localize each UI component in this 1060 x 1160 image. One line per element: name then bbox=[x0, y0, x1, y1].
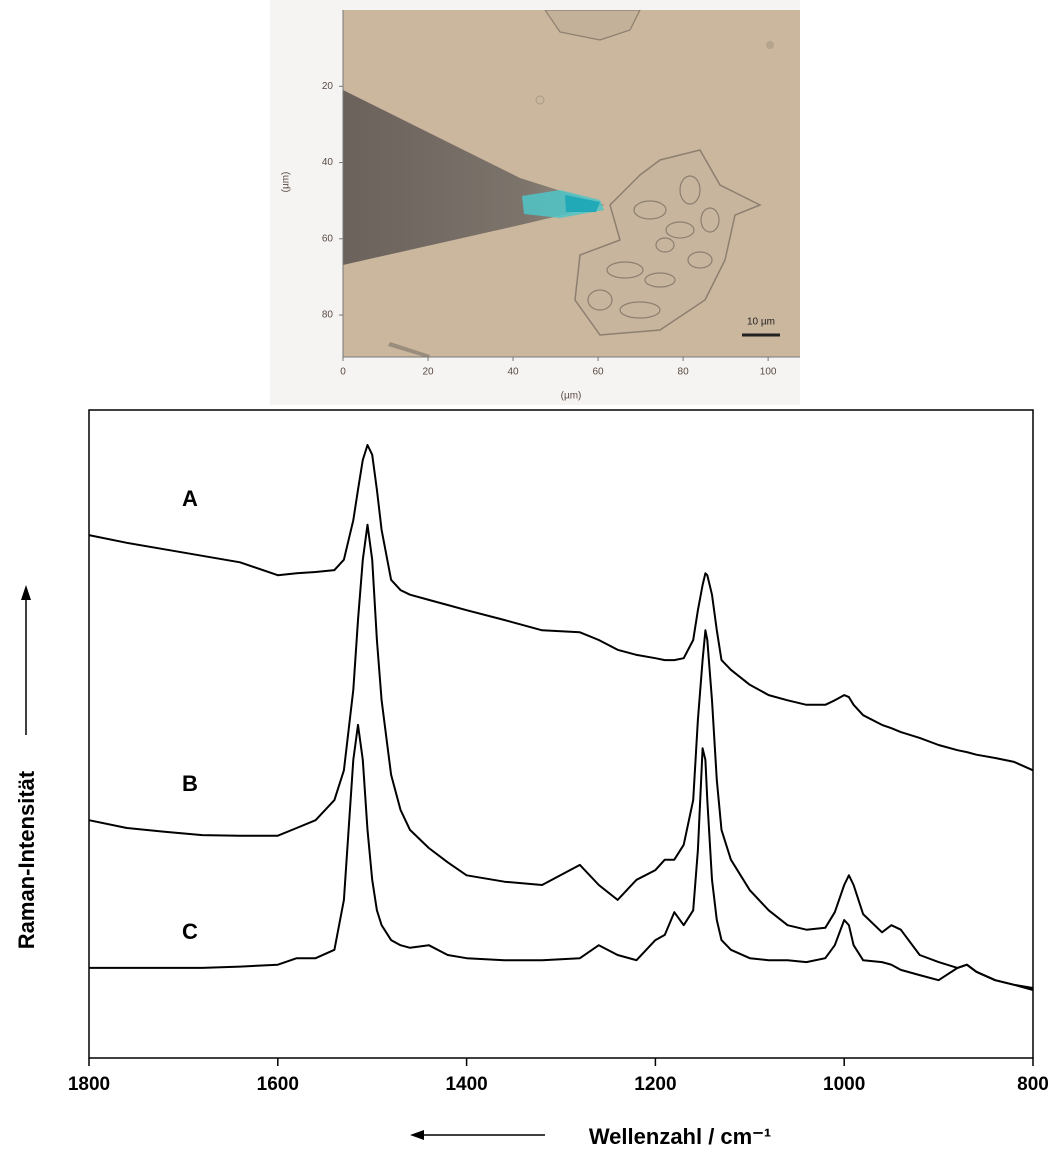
spectrum-line bbox=[88, 523, 1034, 989]
cell-cluster bbox=[574, 149, 762, 336]
x-tick-label: 0 bbox=[340, 367, 346, 378]
x-arrowhead bbox=[410, 1130, 424, 1140]
y-arrowhead bbox=[21, 585, 31, 600]
x-tick-label: 1400 bbox=[445, 1074, 487, 1095]
series-label: A bbox=[182, 486, 198, 511]
x-tick-label: 1800 bbox=[68, 1074, 110, 1095]
plot-frame bbox=[88, 409, 1034, 1059]
scale-label: 10 µm bbox=[747, 317, 775, 328]
x-tick-label: 40 bbox=[507, 367, 519, 378]
series-label: C bbox=[182, 919, 198, 944]
y-axis-label: Raman-Intensität bbox=[14, 770, 39, 949]
x-tick-label: 20 bbox=[422, 367, 434, 378]
spectrum-line bbox=[88, 444, 1034, 772]
x-tick-label: 60 bbox=[593, 367, 605, 378]
particle bbox=[535, 95, 545, 105]
y-tick-label: 80 bbox=[322, 310, 334, 321]
particle bbox=[766, 41, 774, 49]
tip-cone bbox=[343, 90, 605, 265]
x-tick-label: 800 bbox=[1017, 1074, 1049, 1095]
spectrum-line bbox=[89, 723, 1034, 991]
inset-y-label: (µm) bbox=[281, 172, 292, 193]
x-tick-label: 80 bbox=[678, 367, 690, 378]
cell-outlines bbox=[587, 175, 720, 319]
microscope-image bbox=[343, 10, 800, 357]
debris bbox=[388, 342, 430, 357]
x-tick-label: 1200 bbox=[634, 1074, 676, 1095]
x-tick-label: 1600 bbox=[257, 1074, 299, 1095]
y-tick-label: 20 bbox=[322, 81, 334, 92]
laser-core bbox=[565, 195, 600, 212]
upper-cell bbox=[544, 10, 641, 41]
x-axis-label: Wellenzahl / cm⁻¹ bbox=[589, 1124, 771, 1149]
y-tick-label: 40 bbox=[322, 157, 334, 168]
series-label: B bbox=[182, 771, 198, 796]
inset-x-label: (µm) bbox=[561, 391, 582, 402]
x-tick-label: 1000 bbox=[823, 1074, 865, 1095]
y-tick-label: 60 bbox=[322, 233, 334, 244]
x-tick-label: 100 bbox=[760, 367, 777, 378]
